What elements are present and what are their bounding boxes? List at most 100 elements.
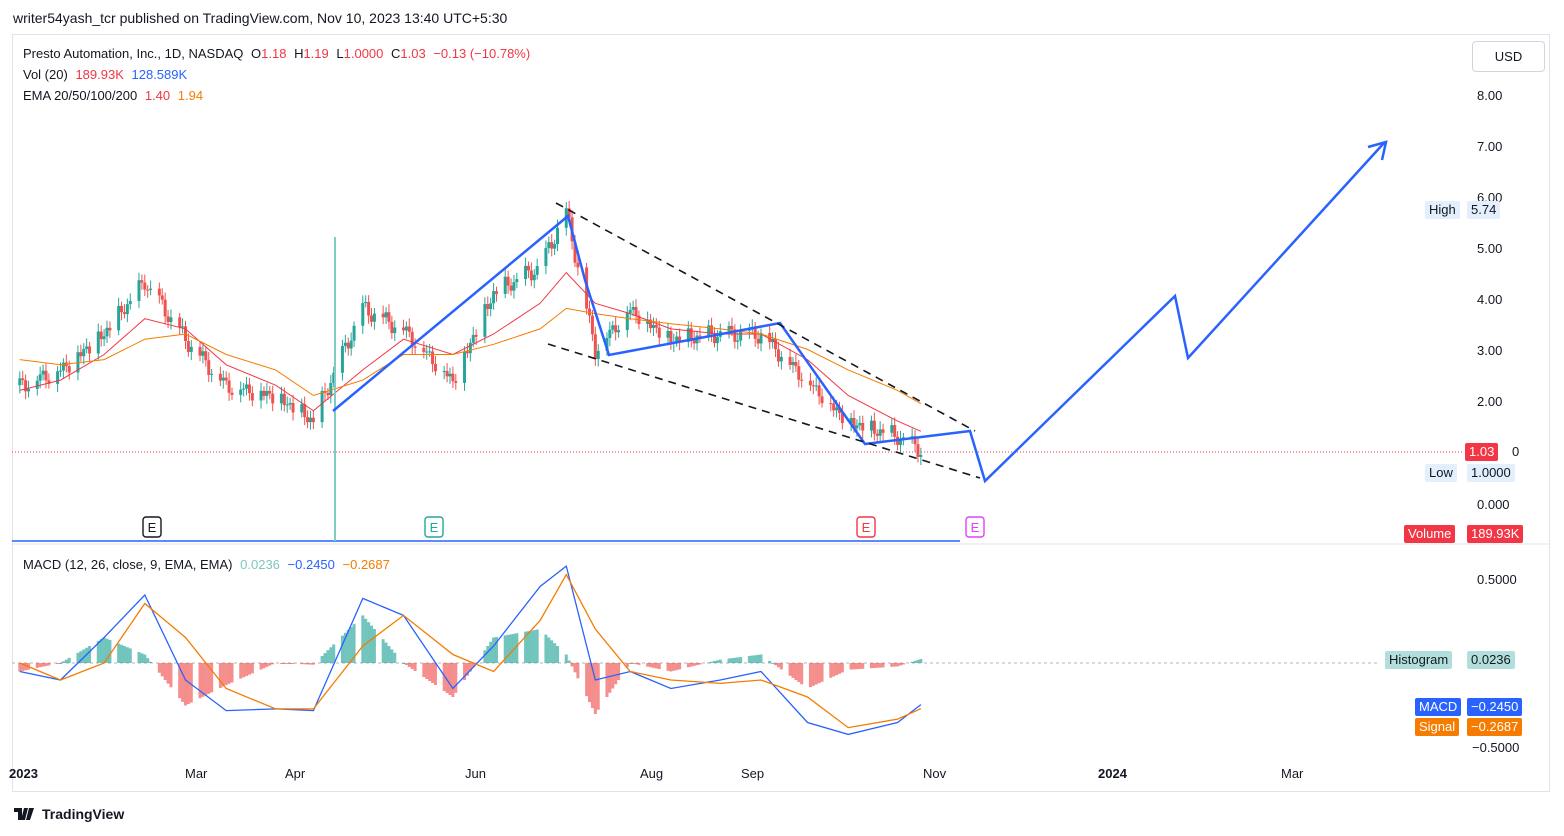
volume-legend: Vol (20) 189.93K 128.589K: [23, 67, 191, 82]
candle-body: [265, 390, 269, 396]
candle-body: [849, 417, 853, 424]
candle-body: [814, 385, 818, 387]
signal-badge-value: −0.2687: [1467, 718, 1523, 736]
candle-body: [166, 316, 170, 323]
candle-body: [320, 390, 324, 423]
macd-histogram-bar: [797, 663, 801, 683]
macd-histogram-bar: [413, 663, 417, 671]
candle-body: [245, 384, 249, 389]
macd-histogram-bar: [128, 648, 132, 663]
macd-histogram-bar: [120, 644, 124, 663]
change-value: −0.13 (−10.78%): [433, 46, 531, 61]
macd-histogram-bar: [695, 663, 699, 666]
candle-body: [657, 327, 661, 338]
macd-histogram-bar: [262, 663, 266, 669]
macd-histogram-bar: [590, 663, 594, 709]
macd-histogram-bar: [605, 663, 609, 697]
candle-body: [465, 351, 469, 354]
macd-histogram-bar: [494, 636, 498, 663]
macd-histogram-bar: [227, 663, 231, 684]
macd-histogram-bar: [271, 663, 275, 665]
candle-body: [890, 425, 894, 433]
macd-histogram-bar: [718, 659, 722, 663]
candle-body: [794, 362, 798, 367]
macd-histogram-bar: [553, 643, 557, 663]
candle-body: [494, 291, 498, 294]
candle-body: [611, 325, 615, 330]
candle-body: [61, 362, 65, 371]
candle-body: [506, 276, 510, 286]
candle-body: [646, 319, 650, 325]
macd-histogram-bar: [465, 663, 469, 676]
macd-histogram-bar: [82, 649, 86, 663]
macd-histogram-bar: [451, 663, 455, 697]
macd-histogram-bar: [890, 663, 894, 667]
macd-histogram-bar: [910, 661, 914, 663]
candle-body: [698, 335, 702, 337]
candle-body: [262, 390, 266, 396]
macd-histogram-bar: [308, 663, 312, 665]
last-price-suffix: 0: [1512, 444, 1520, 459]
candle-body: [788, 356, 792, 365]
macd-histogram-bar: [201, 663, 205, 697]
price-tick: 8.00: [1477, 88, 1503, 103]
candle-body: [747, 329, 751, 331]
candle-body: [79, 352, 83, 357]
candle-body: [707, 325, 711, 336]
macd-badge-label: MACD: [1415, 698, 1462, 716]
candle-body: [404, 326, 408, 331]
currency-button[interactable]: USD: [1472, 41, 1545, 72]
macd-histogram-bar: [651, 663, 655, 668]
candle-body: [669, 330, 673, 344]
macd-signal-value: −0.2687: [342, 557, 390, 572]
earnings-marker-box: [142, 516, 162, 538]
candle-body: [596, 350, 600, 359]
macd-histogram-bar: [849, 663, 853, 670]
candle-body: [442, 370, 446, 372]
symbol-name: Presto Automation, Inc., 1D, NASDAQ: [23, 46, 244, 61]
candle-body: [678, 336, 682, 343]
candle-body: [736, 340, 740, 342]
chart-frame[interactable]: [12, 34, 1550, 792]
candle-body: [875, 433, 879, 436]
candle-body: [230, 392, 234, 395]
candle-body: [899, 439, 903, 445]
histogram-badge-label: Histogram: [1385, 651, 1453, 669]
macd-histogram-bar: [544, 634, 548, 663]
macd-histogram-bar: [637, 663, 641, 665]
low-label: L: [336, 46, 344, 61]
close-label: C: [391, 46, 401, 61]
macd-histogram-bar: [492, 637, 496, 663]
candle-body: [401, 327, 405, 331]
candle-body: [605, 337, 609, 351]
footer-brand: TradingView: [42, 806, 125, 822]
candle-body: [628, 309, 632, 314]
macd-histogram-bar: [204, 663, 208, 696]
macd-histogram-bar: [881, 663, 885, 668]
candle-body: [311, 417, 315, 423]
macd-histogram-bar: [140, 653, 144, 663]
macd-histogram-bar: [146, 658, 150, 663]
macd-histogram-bar: [96, 640, 100, 663]
x-tick: Aug: [640, 766, 664, 781]
low-badge-label: Low: [1425, 464, 1457, 482]
macd-histogram-bar: [692, 663, 696, 666]
candle-body: [840, 412, 844, 424]
candle-body: [340, 346, 344, 373]
macd-histogram-bar: [372, 629, 376, 663]
candle-body: [198, 346, 202, 356]
candle-body: [547, 242, 551, 249]
macd-histogram-bar: [259, 663, 263, 670]
ema-value-1: 1.40: [144, 88, 171, 103]
candle-body: [122, 312, 126, 315]
signal-line: [19, 573, 922, 729]
macd-histogram-bar: [893, 663, 897, 667]
tradingview-footer[interactable]: TradingView: [14, 806, 124, 822]
candle-body: [288, 403, 292, 405]
macd-histogram-bar: [218, 663, 222, 689]
macd-histogram-bar: [483, 650, 487, 663]
macd-histogram-bar: [332, 644, 336, 663]
macd-histogram-bar: [832, 663, 836, 677]
candle-body: [872, 420, 876, 434]
